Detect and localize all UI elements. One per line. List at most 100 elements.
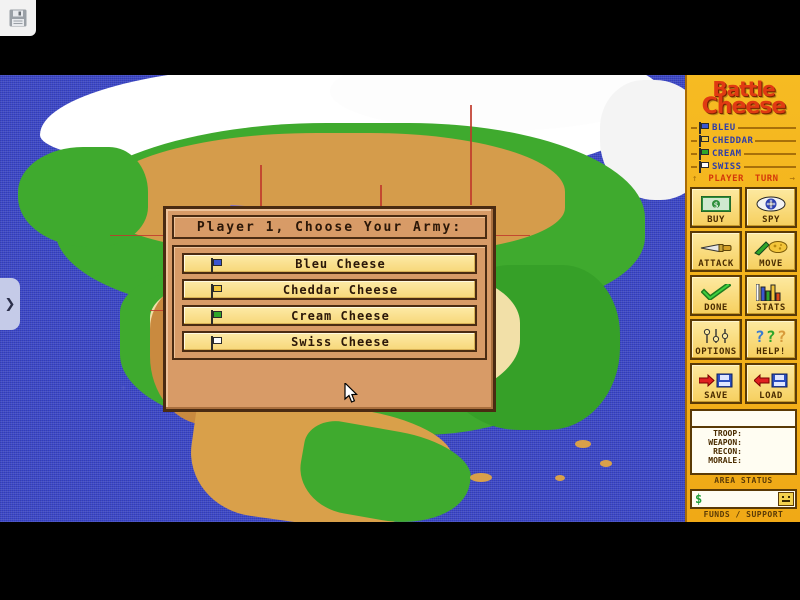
territory-border: [470, 105, 472, 205]
flag-pole: [211, 258, 213, 272]
area-name-field: [692, 411, 795, 428]
turn-arrow-icon: →: [789, 174, 795, 184]
area-stat-troop: TROOP:: [713, 429, 742, 438]
flag-pole: [699, 160, 701, 173]
buy-button[interactable]: $ BUY: [690, 187, 742, 228]
legend-dash: [691, 152, 697, 155]
army-option-bleu[interactable]: Bleu Cheese: [182, 253, 477, 274]
army-option-label: Swiss Cheese: [291, 334, 390, 349]
svg-text:$: $: [714, 201, 719, 210]
army-option-swiss[interactable]: Swiss Cheese: [182, 331, 477, 352]
done-button[interactable]: DONE: [690, 275, 742, 316]
load-button[interactable]: LOAD: [745, 363, 797, 404]
dialog-title: Player 1, Choose Your Army:: [196, 219, 463, 235]
flag-cloth: [701, 161, 709, 168]
turn-label: TURN: [754, 174, 779, 184]
area-status-caption: AREA STATUS: [714, 476, 773, 485]
legend-dash-end: [743, 165, 796, 168]
island: [575, 440, 591, 448]
button-label: BUY: [707, 215, 725, 225]
area-stat-weapon: WEAPON:: [708, 438, 742, 447]
save-button[interactable]: SAVE: [690, 363, 742, 404]
title-line-2: Cheese: [701, 94, 787, 119]
sidebar-expand-tab[interactable]: ❯: [0, 278, 20, 330]
question-marks-icon: ???: [754, 325, 788, 347]
flag-icon-cheddar: [699, 134, 710, 147]
flag-cloth: [213, 259, 222, 266]
neutral-face-icon: [778, 492, 794, 506]
checkmark-icon: [701, 281, 731, 303]
legend-dash: [691, 165, 697, 168]
legend-label: CHEDDAR: [712, 135, 754, 146]
bar-chart-icon: [756, 281, 786, 303]
island: [555, 475, 565, 481]
help-button[interactable]: ??? HELP!: [745, 319, 797, 360]
player-turn-row: ↑ PLAYER TURN →: [690, 174, 797, 184]
legend-dash: [691, 126, 697, 129]
area-stat-recon: RECON:: [713, 447, 742, 456]
flag-pole: [699, 134, 701, 147]
legend-dash-end: [737, 126, 796, 129]
flag-pole: [699, 121, 701, 134]
sliders-icon: [701, 325, 731, 347]
flag-icon-cheddar: [211, 284, 223, 298]
legend-row-cream: CREAM: [690, 147, 797, 160]
flag-icon-bleu: [699, 121, 710, 134]
flag-icon-cream: [211, 310, 223, 324]
army-option-cream[interactable]: Cream Cheese: [182, 305, 477, 326]
attack-button[interactable]: ATTACK: [690, 231, 742, 272]
dialog-title-bar: Player 1, Choose Your Army:: [172, 215, 487, 239]
hud-panel: Battle Cheese BLEU CHEDDAR CREAM SWISS ↑ PL…: [685, 75, 800, 522]
army-legend: BLEU CHEDDAR CREAM SWISS: [690, 121, 797, 173]
svg-text:?: ?: [777, 328, 787, 345]
funds-support-box: $: [690, 489, 797, 509]
legend-row-cheddar: CHEDDAR: [690, 134, 797, 147]
area-stat-list: TROOP: WEAPON: RECON: MORALE:: [692, 428, 795, 473]
cheese-move-icon: [754, 237, 788, 259]
legend-dash-end: [755, 139, 796, 142]
title-line-1: Battle: [712, 77, 775, 101]
area-status-box: TROOP: WEAPON: RECON: MORALE:: [690, 409, 797, 475]
dollar-icon: $: [695, 492, 703, 506]
legend-row-swiss: SWISS: [690, 160, 797, 173]
button-label: DONE: [704, 303, 728, 313]
island: [470, 473, 492, 482]
player-arrow-icon: ↑: [692, 174, 698, 184]
face-eye-left: [782, 496, 784, 498]
knife-icon: [700, 237, 732, 259]
button-label: MOVE: [759, 259, 783, 269]
options-button[interactable]: OPTIONS: [690, 319, 742, 360]
flag-cloth: [213, 285, 222, 292]
move-button[interactable]: MOVE: [745, 231, 797, 272]
face-eye-right: [788, 496, 790, 498]
os-toolbar: [0, 0, 36, 36]
choose-army-dialog: Player 1, Choose Your Army: Bleu Cheese C…: [163, 206, 496, 412]
flag-icon-bleu: [211, 258, 223, 272]
flag-cloth: [701, 122, 709, 129]
button-label: ATTACK: [698, 259, 734, 269]
floppy-disk-icon[interactable]: [8, 8, 28, 28]
flag-pole: [699, 147, 701, 160]
legend-dash-end: [743, 152, 796, 155]
spy-button[interactable]: SPY: [745, 187, 797, 228]
flag-icon-cream: [699, 147, 710, 160]
flag-cloth: [213, 311, 222, 318]
svg-text:?: ?: [755, 328, 765, 345]
flag-cloth: [213, 337, 222, 344]
army-option-label: Bleu Cheese: [295, 256, 386, 271]
game-canvas: Battle Cheese BLEU CHEDDAR CREAM SWISS ↑ PL…: [0, 75, 800, 522]
alaska-region[interactable]: [18, 147, 148, 247]
legend-label: BLEU: [712, 122, 736, 133]
game-title: Battle Cheese: [690, 79, 797, 118]
stats-button[interactable]: STATS: [745, 275, 797, 316]
svg-text:?: ?: [766, 328, 776, 345]
army-option-cheddar[interactable]: Cheddar Cheese: [182, 279, 477, 300]
button-label: SPY: [762, 215, 780, 225]
player-label: PLAYER: [708, 174, 744, 184]
eye-icon: [756, 193, 786, 215]
army-option-label: Cream Cheese: [291, 308, 390, 323]
button-label: SAVE: [704, 391, 728, 401]
flag-icon-swiss: [211, 336, 223, 350]
legend-dash: [691, 139, 697, 142]
